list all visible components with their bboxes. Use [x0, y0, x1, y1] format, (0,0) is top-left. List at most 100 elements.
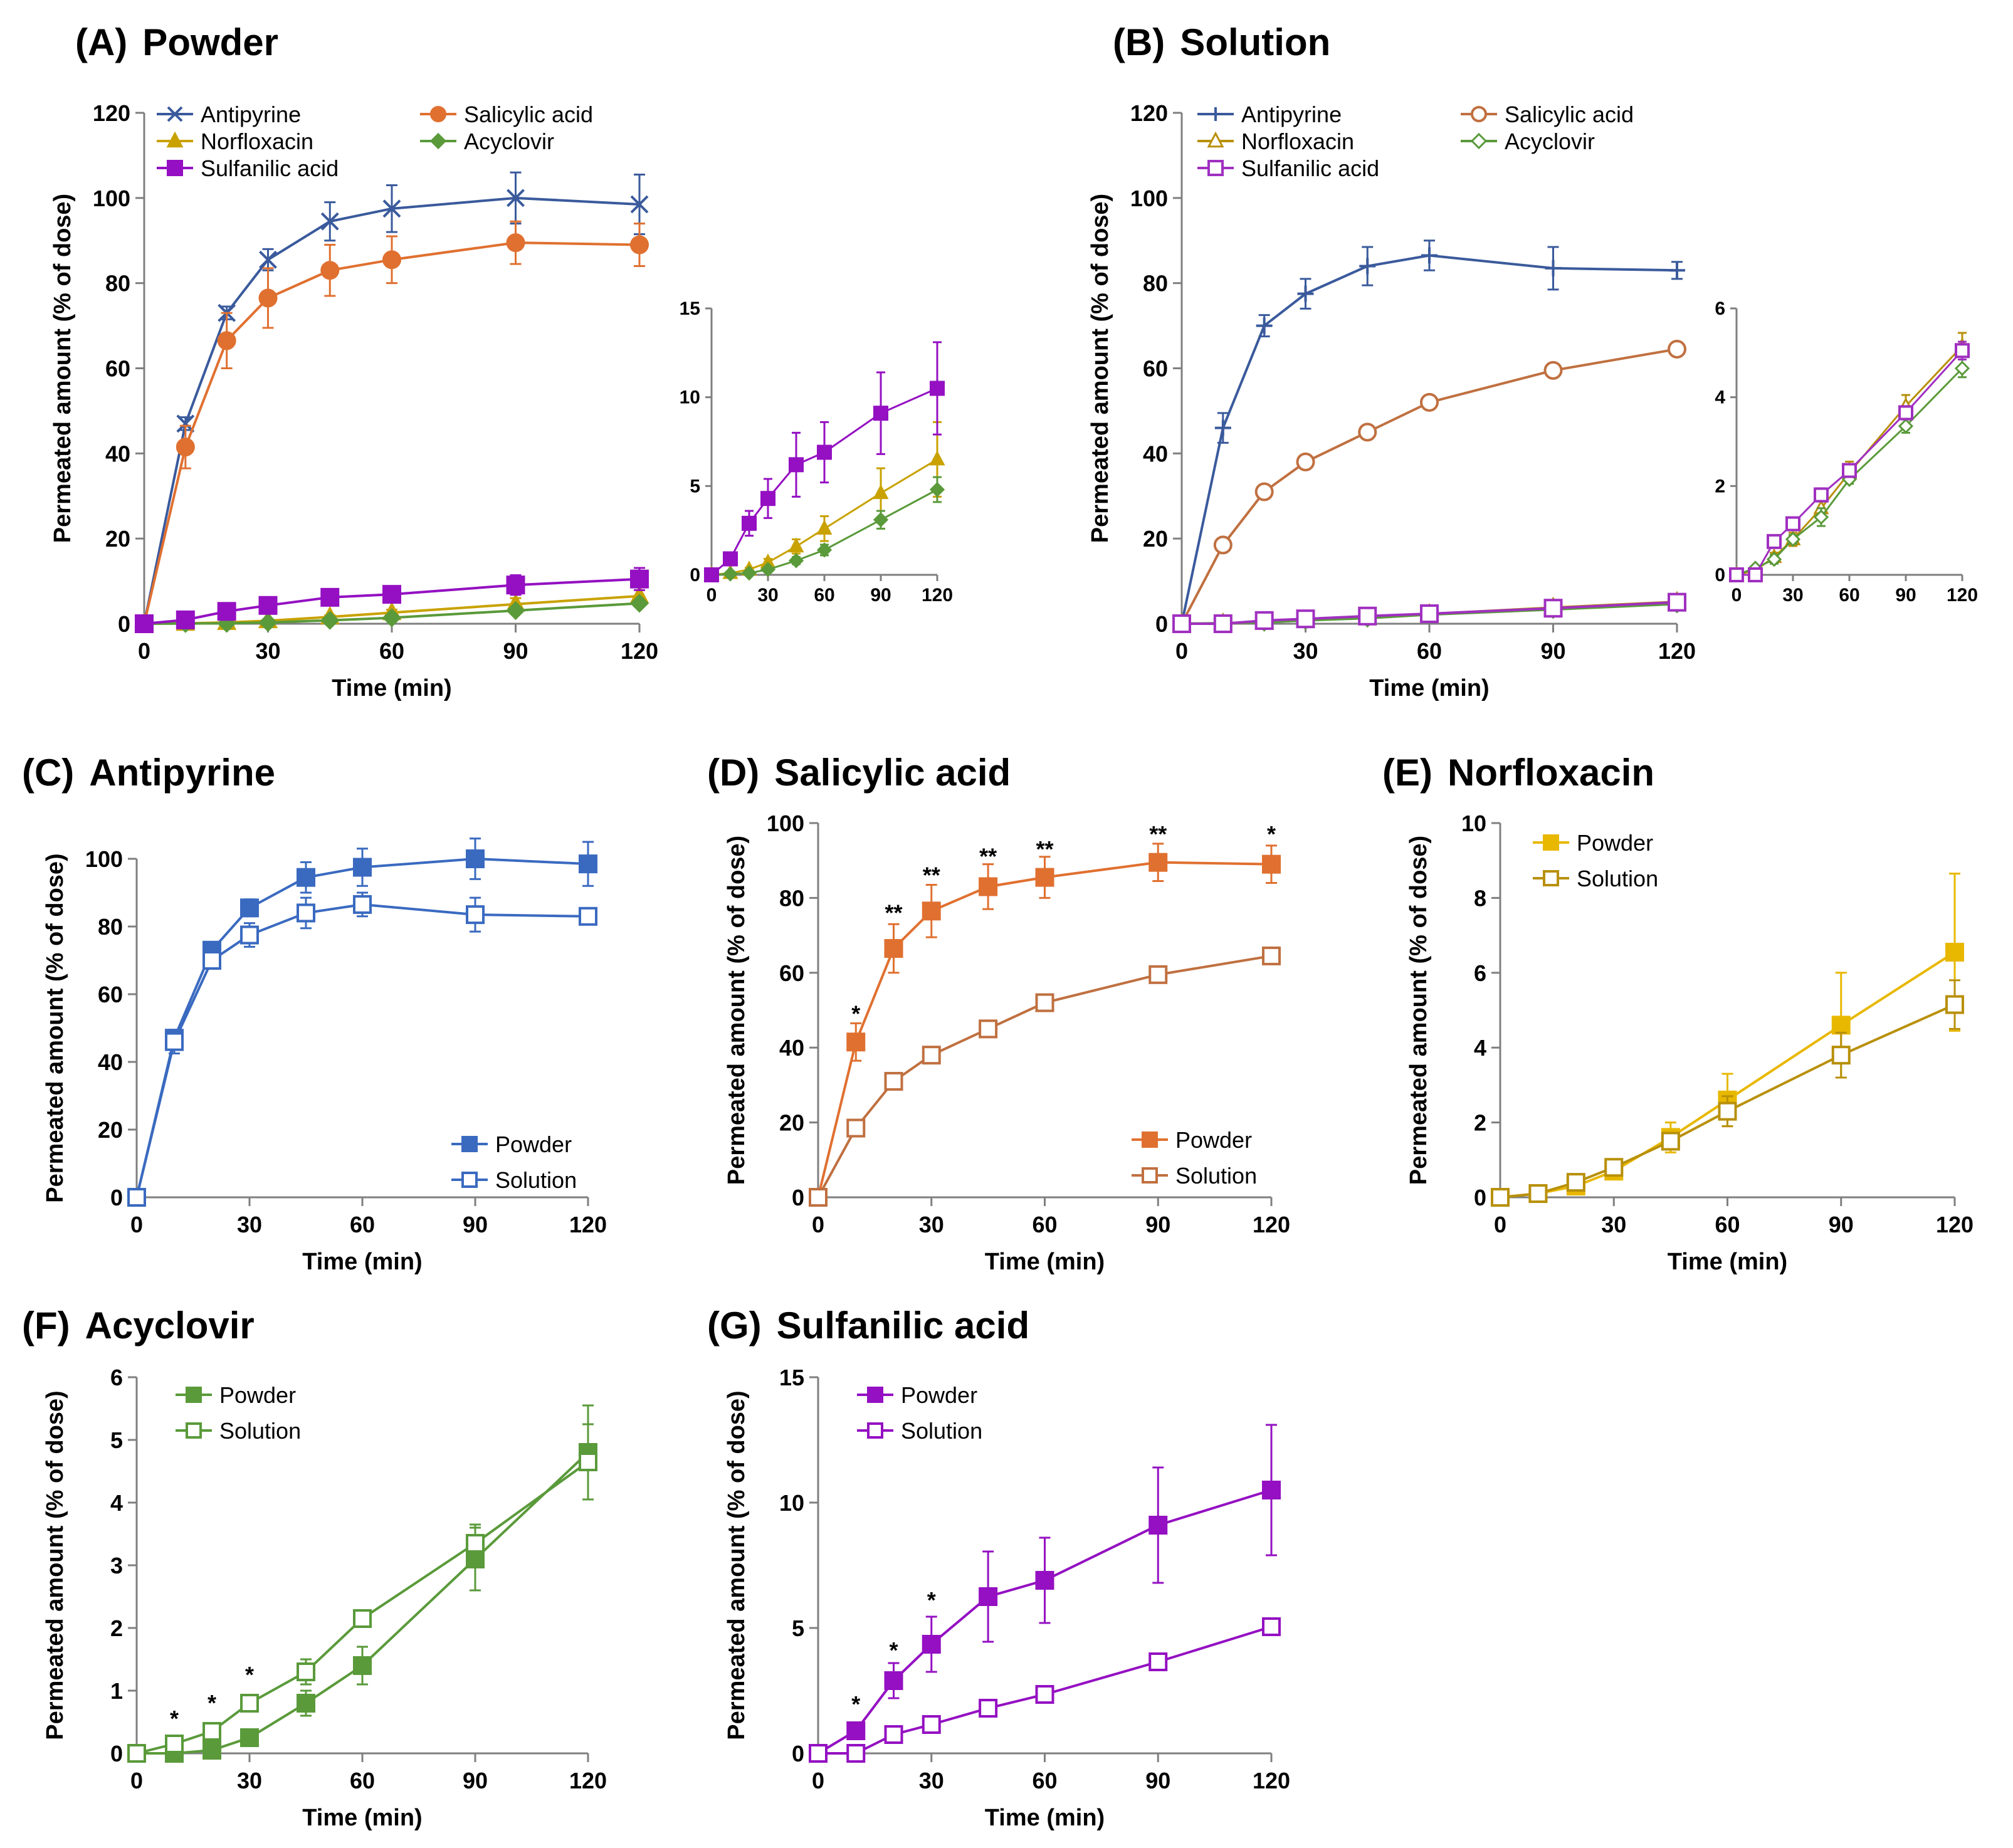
data-point [1035, 1571, 1054, 1590]
data-point [816, 542, 833, 558]
data-point [1254, 482, 1274, 501]
data-point [579, 854, 597, 874]
series-line [817, 861, 1272, 1198]
data-point [579, 906, 597, 926]
legend-marker [1543, 834, 1559, 851]
data-point [979, 1587, 998, 1606]
data-point [579, 1452, 597, 1471]
data-point [1262, 946, 1281, 965]
significance-marker: * [927, 1587, 936, 1613]
x-tick-label: 60 [350, 1212, 375, 1237]
x-tick-label: 120 [569, 1212, 607, 1237]
x-tick-label: 30 [237, 1768, 262, 1793]
data-point [1785, 516, 1800, 532]
y-tick-label: 120 [1130, 100, 1168, 126]
y-axis-label: Permeated amount (% of dose) [1087, 194, 1113, 543]
y-tick-label: 20 [98, 1117, 123, 1143]
data-point [1954, 360, 1970, 376]
x-tick-label: 120 [621, 638, 658, 664]
y-tick-label: 0 [792, 1185, 804, 1210]
data-point [1359, 258, 1376, 275]
significance-marker: ** [1036, 836, 1053, 862]
data-point [788, 553, 804, 569]
data-point [1528, 1184, 1548, 1204]
data-point [320, 212, 339, 231]
legend-label: Norfloxacin [1241, 129, 1354, 154]
panel-d: (D) Salicylic acid 0 20 40 60 80 100 0 30 60 90 120 T… [707, 752, 1290, 1275]
x-tick-label: 60 [1839, 585, 1859, 606]
data-point [846, 1744, 866, 1763]
data-point [297, 903, 315, 923]
data-point [1421, 247, 1437, 264]
data-point [1785, 532, 1801, 547]
y-tick-label: 6 [110, 1365, 123, 1390]
data-point [742, 515, 757, 531]
data-point [320, 261, 340, 280]
panel-label: (E) [1382, 752, 1432, 794]
y-tick-label: 0 [1474, 1185, 1486, 1210]
x-tick-label: 90 [503, 638, 528, 664]
series-solution [809, 1617, 1281, 1763]
y-tick-label: 20 [105, 526, 130, 552]
x-axis-label: Time (min) [302, 1805, 422, 1831]
data-point [884, 938, 903, 958]
data-point [922, 1635, 941, 1654]
x-tick-label: 90 [1540, 638, 1565, 664]
series-line [143, 196, 640, 624]
data-point [809, 1744, 828, 1763]
x-axis-label: Time (min) [985, 1249, 1105, 1275]
y-tick-label: 5 [690, 476, 700, 496]
x-tick-label: 0 [130, 1768, 143, 1793]
legend-item: Solution [176, 1418, 301, 1444]
data-point [630, 235, 649, 255]
x-tick-label: 30 [919, 1212, 944, 1237]
panel-title: (C) Antipyrine [22, 752, 275, 794]
legend: Powder Solution [176, 1382, 301, 1444]
y-tick-label: 2 [1474, 1110, 1486, 1136]
panel-label: (G) [707, 1305, 762, 1347]
y-tick-label: 0 [792, 1741, 804, 1767]
x-tick-label: 60 [1417, 638, 1442, 664]
data-point [1262, 1617, 1281, 1636]
legend-item: Salicylic acid [420, 102, 593, 127]
data-point [297, 1662, 315, 1681]
data-point [817, 444, 832, 460]
y-tick-label: 15 [779, 1365, 804, 1390]
x-tick-label: 90 [1895, 585, 1916, 606]
series-solution [127, 1423, 597, 1763]
data-point [165, 1735, 184, 1753]
legend-item: Solution [857, 1418, 982, 1444]
y-tick-label: 80 [105, 271, 130, 297]
series-solution [809, 946, 1281, 1207]
data-point [873, 406, 888, 421]
y-tick-label: 40 [105, 441, 130, 466]
data-point [382, 199, 401, 218]
data-point [259, 250, 277, 269]
data-point [1668, 592, 1686, 612]
legend: Antipyrine Salicylic acid Norfloxacin Acycl… [157, 102, 593, 181]
panel-label: (B) [1113, 21, 1165, 63]
x-tick-label: 30 [1782, 585, 1803, 606]
x-tick-label: 90 [1829, 1212, 1854, 1237]
data-point [1814, 487, 1829, 503]
legend: Powder Solution [1533, 830, 1658, 891]
legend-item: Acyclovir [1461, 129, 1595, 154]
data-point [258, 288, 278, 308]
x-tick-label: 120 [922, 585, 953, 606]
y-tick-label: 80 [98, 914, 123, 940]
significance-marker: * [170, 1706, 179, 1731]
data-point [1566, 1173, 1585, 1192]
x-axis-label: Time (min) [302, 1249, 422, 1275]
data-point [1729, 567, 1744, 582]
series-line [143, 241, 640, 624]
data-point [506, 575, 525, 595]
x-tick-label: 120 [1253, 1768, 1290, 1793]
x-tick-label: 60 [379, 638, 404, 664]
series-norfloxacin [1728, 332, 1970, 581]
legend-item: Antipyrine [1197, 102, 1342, 127]
x-tick-label: 60 [1715, 1212, 1740, 1237]
data-point [1035, 1685, 1054, 1704]
y-tick-label: 60 [1143, 356, 1168, 382]
data-point [789, 457, 804, 473]
data-point [723, 551, 738, 567]
